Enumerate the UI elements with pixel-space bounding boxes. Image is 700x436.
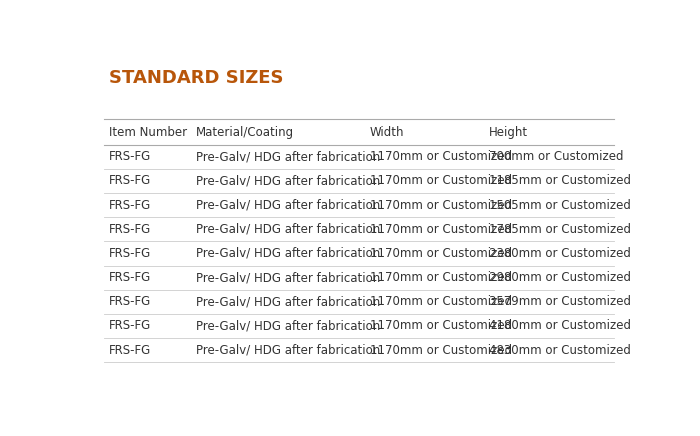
Text: 1170mm or Customized: 1170mm or Customized: [370, 198, 512, 211]
Text: Pre-Galv/ HDG after fabrication: Pre-Galv/ HDG after fabrication: [196, 295, 380, 308]
Text: 2980mm or Customized: 2980mm or Customized: [489, 271, 631, 284]
Text: Pre-Galv/ HDG after fabrication: Pre-Galv/ HDG after fabrication: [196, 271, 380, 284]
Text: FRS-FG: FRS-FG: [109, 223, 151, 236]
Text: 1170mm or Customized: 1170mm or Customized: [370, 247, 512, 260]
Text: Pre-Galv/ HDG after fabrication: Pre-Galv/ HDG after fabrication: [196, 247, 380, 260]
Text: 1170mm or Customized: 1170mm or Customized: [370, 320, 512, 332]
Text: FRS-FG: FRS-FG: [109, 247, 151, 260]
Text: Item Number: Item Number: [109, 126, 188, 139]
Text: FRS-FG: FRS-FG: [109, 174, 151, 187]
Text: 1505mm or Customized: 1505mm or Customized: [489, 198, 631, 211]
Text: FRS-FG: FRS-FG: [109, 150, 151, 163]
Text: Pre-Galv/ HDG after fabrication: Pre-Galv/ HDG after fabrication: [196, 174, 380, 187]
Text: 700mm or Customized: 700mm or Customized: [489, 150, 624, 163]
Text: 2380mm or Customized: 2380mm or Customized: [489, 247, 631, 260]
Text: Pre-Galv/ HDG after fabrication: Pre-Galv/ HDG after fabrication: [196, 198, 380, 211]
Text: FRS-FG: FRS-FG: [109, 295, 151, 308]
Text: FRS-FG: FRS-FG: [109, 271, 151, 284]
Text: Pre-Galv/ HDG after fabrication: Pre-Galv/ HDG after fabrication: [196, 344, 380, 357]
Text: STANDARD SIZES: STANDARD SIZES: [109, 69, 284, 87]
Text: Pre-Galv/ HDG after fabrication: Pre-Galv/ HDG after fabrication: [196, 223, 380, 236]
Text: 1170mm or Customized: 1170mm or Customized: [370, 150, 512, 163]
Text: Height: Height: [489, 126, 528, 139]
Text: 1170mm or Customized: 1170mm or Customized: [370, 344, 512, 357]
Text: 4830mm or Customized: 4830mm or Customized: [489, 344, 631, 357]
Text: 3579mm or Customized: 3579mm or Customized: [489, 295, 631, 308]
Text: 1785mm or Customized: 1785mm or Customized: [489, 223, 631, 236]
Text: FRS-FG: FRS-FG: [109, 344, 151, 357]
Text: FRS-FG: FRS-FG: [109, 198, 151, 211]
Text: FRS-FG: FRS-FG: [109, 320, 151, 332]
Text: Material/Coating: Material/Coating: [196, 126, 294, 139]
Text: 1185mm or Customized: 1185mm or Customized: [489, 174, 631, 187]
Text: 1170mm or Customized: 1170mm or Customized: [370, 174, 512, 187]
Text: 1170mm or Customized: 1170mm or Customized: [370, 223, 512, 236]
Text: 1170mm or Customized: 1170mm or Customized: [370, 295, 512, 308]
Text: 4180mm or Customized: 4180mm or Customized: [489, 320, 631, 332]
Text: Pre-Galv/ HDG after fabrication: Pre-Galv/ HDG after fabrication: [196, 320, 380, 332]
Text: Width: Width: [370, 126, 404, 139]
Text: Pre-Galv/ HDG after fabrication: Pre-Galv/ HDG after fabrication: [196, 150, 380, 163]
Text: 1170mm or Customized: 1170mm or Customized: [370, 271, 512, 284]
